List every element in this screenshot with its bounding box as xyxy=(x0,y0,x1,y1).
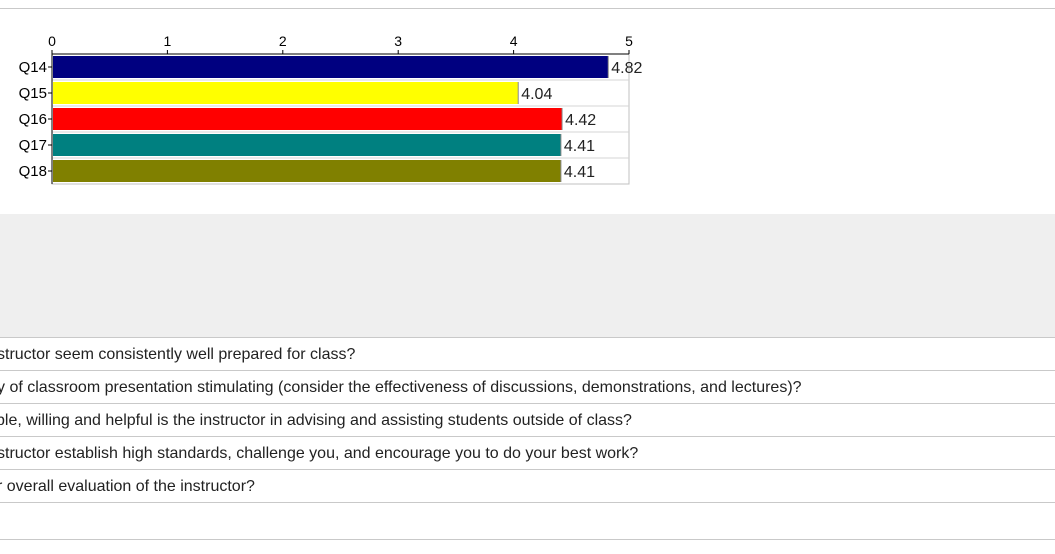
category-label-q15: Q15 xyxy=(19,85,47,102)
x-tick-label: 2 xyxy=(279,33,287,49)
bottom-divider xyxy=(0,539,1055,540)
question-row-q18: r overall evaluation of the instructor? xyxy=(0,470,1055,503)
x-tick-label: 3 xyxy=(394,33,402,49)
value-label-q16: 4.42 xyxy=(565,112,596,129)
question-text: structor seem consistently well prepared… xyxy=(0,346,356,363)
x-tick-label: 5 xyxy=(625,33,633,49)
bar-q15 xyxy=(53,82,519,104)
question-row-q17: structor establish high standards, chall… xyxy=(0,437,1055,470)
category-label-q18: Q18 xyxy=(19,163,47,180)
x-tick-label: 0 xyxy=(48,33,56,49)
bar-chart-svg: 0 1 2 3 4 5 Q14 4.82 Q15 4.04 Q16 4.42 Q17 4.41 Q18 4.4… xyxy=(19,33,642,185)
category-label-q16: Q16 xyxy=(19,111,47,128)
value-label-q18: 4.41 xyxy=(564,164,595,181)
top-divider xyxy=(0,8,1055,9)
question-text: ble, willing and helpful is the instruct… xyxy=(0,412,632,429)
bar-q17 xyxy=(53,134,561,156)
question-row-q14: structor seem consistently well prepared… xyxy=(0,338,1055,371)
value-label-q14: 4.82 xyxy=(611,60,642,77)
bar-chart: 0 1 2 3 4 5 Q14 4.82 Q15 4.04 Q16 4.42 Q17 4.41 Q18 4.4… xyxy=(0,10,1055,214)
question-row-q15: y of classroom presentation stimulating … xyxy=(0,371,1055,404)
bar-q14 xyxy=(53,56,609,78)
questions-top-divider xyxy=(0,337,1055,338)
question-text: r overall evaluation of the instructor? xyxy=(0,478,255,495)
value-label-q17: 4.41 xyxy=(564,138,595,155)
question-text: structor establish high standards, chall… xyxy=(0,445,639,462)
question-divider xyxy=(0,469,1055,470)
question-divider xyxy=(0,436,1055,437)
category-label-q14: Q14 xyxy=(19,59,47,76)
x-tick-label: 4 xyxy=(510,33,518,49)
question-row-q16: ble, willing and helpful is the instruct… xyxy=(0,404,1055,437)
question-divider xyxy=(0,370,1055,371)
value-label-q15: 4.04 xyxy=(521,86,552,103)
bar-q16 xyxy=(53,108,563,130)
empty-gray-panel xyxy=(0,214,1055,337)
x-tick-label: 1 xyxy=(164,33,172,49)
bar-q18 xyxy=(53,160,561,182)
question-divider xyxy=(0,403,1055,404)
question-divider xyxy=(0,502,1055,503)
category-label-q17: Q17 xyxy=(19,137,47,154)
question-text: y of classroom presentation stimulating … xyxy=(0,379,802,396)
